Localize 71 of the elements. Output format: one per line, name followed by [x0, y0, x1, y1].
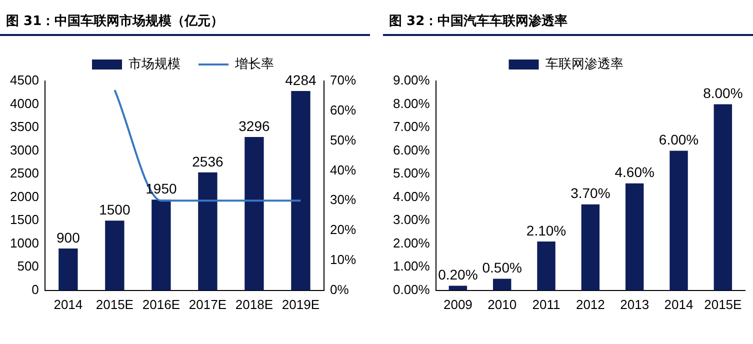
x-tick-label: 2011: [532, 296, 560, 312]
data-label: 0.50%: [482, 260, 522, 276]
chart-title: 图 31：中国车联网市场规模（亿元）: [0, 8, 370, 36]
y-tick-label: 2000: [10, 188, 39, 204]
y2-tick-label: 10%: [330, 252, 356, 268]
y-tick-label: 6.00%: [392, 142, 430, 158]
data-label: 4.60%: [614, 164, 654, 180]
bar: [714, 104, 732, 290]
bar: [291, 91, 310, 290]
y-tick-label: 1.00%: [392, 258, 430, 274]
data-label: 2.10%: [526, 222, 566, 238]
bar: [492, 278, 512, 290]
bar: [152, 200, 171, 290]
data-label: 6.00%: [658, 132, 699, 148]
y-tick-label: 1500: [10, 212, 39, 228]
y-tick-label: 9.00%: [392, 72, 430, 88]
y-tick-label: 2500: [10, 166, 39, 181]
x-tick-label: 2012: [576, 296, 605, 312]
x-tick-label: 2018E: [235, 296, 274, 312]
data-label: 1500: [99, 201, 130, 218]
data-label: 2536: [192, 153, 224, 170]
y-tick-label: 5.00%: [392, 166, 430, 181]
bar: [198, 172, 218, 290]
x-tick-label: 2015E: [96, 296, 134, 312]
y-tick-label: 4500: [10, 72, 39, 88]
y2-tick-label: 30%: [330, 192, 356, 208]
bar: [581, 204, 600, 290]
bar: [448, 286, 468, 290]
y2-tick-label: 0%: [330, 282, 350, 297]
data-label: 3296: [238, 118, 270, 134]
x-tick-label: 2016E: [142, 296, 180, 312]
bar: [244, 137, 264, 290]
y-tick-label: 4000: [10, 96, 39, 111]
y-tick-label: 500: [17, 258, 39, 274]
y-tick-label: 3500: [10, 119, 39, 134]
bar: [625, 183, 644, 290]
bar: [105, 220, 124, 290]
x-tick-label: 2009: [443, 296, 472, 312]
y2-tick-label: 50%: [330, 132, 356, 148]
chart-title: 图 32：中国汽车车联网渗透率: [383, 8, 753, 36]
x-tick-label: 2013: [620, 296, 650, 312]
y-tick-label: 3.00%: [392, 212, 430, 228]
x-tick-label: 2017E: [188, 296, 227, 312]
x-tick-label: 2010: [488, 296, 517, 312]
y2-tick-label: 20%: [330, 222, 356, 238]
x-tick-label: 2019E: [282, 296, 320, 312]
x-tick-label: 2014: [664, 296, 694, 312]
bar: [537, 242, 556, 290]
x-tick-label: 2015E: [704, 296, 742, 312]
data-label: 3.70%: [570, 185, 610, 202]
y-tick-label: 2.00%: [392, 235, 430, 250]
y2-tick-label: 70%: [330, 72, 356, 88]
data-label: 8.00%: [703, 85, 743, 102]
data-label: 0.20%: [438, 266, 478, 283]
legend-label: 市场规模: [128, 56, 180, 72]
y-tick-label: 3000: [10, 142, 39, 158]
x-tick-label: 2014: [54, 296, 83, 312]
legend-label: 增长率: [234, 56, 274, 72]
y2-tick-label: 40%: [330, 162, 356, 178]
y-tick-label: 4.00%: [392, 188, 430, 204]
bar: [58, 248, 78, 290]
y-tick-label: 0.00%: [392, 282, 430, 297]
legend-label: 车联网渗透率: [545, 56, 624, 72]
y-tick-label: 8.00%: [392, 96, 430, 111]
data-label: 4284: [285, 72, 317, 88]
bar: [670, 150, 688, 290]
y-tick-label: 0: [32, 282, 39, 297]
y2-tick-label: 60%: [330, 102, 356, 118]
y-tick-label: 7.00%: [392, 119, 430, 134]
data-label: 900: [56, 229, 80, 246]
y-tick-label: 1000: [10, 235, 39, 250]
